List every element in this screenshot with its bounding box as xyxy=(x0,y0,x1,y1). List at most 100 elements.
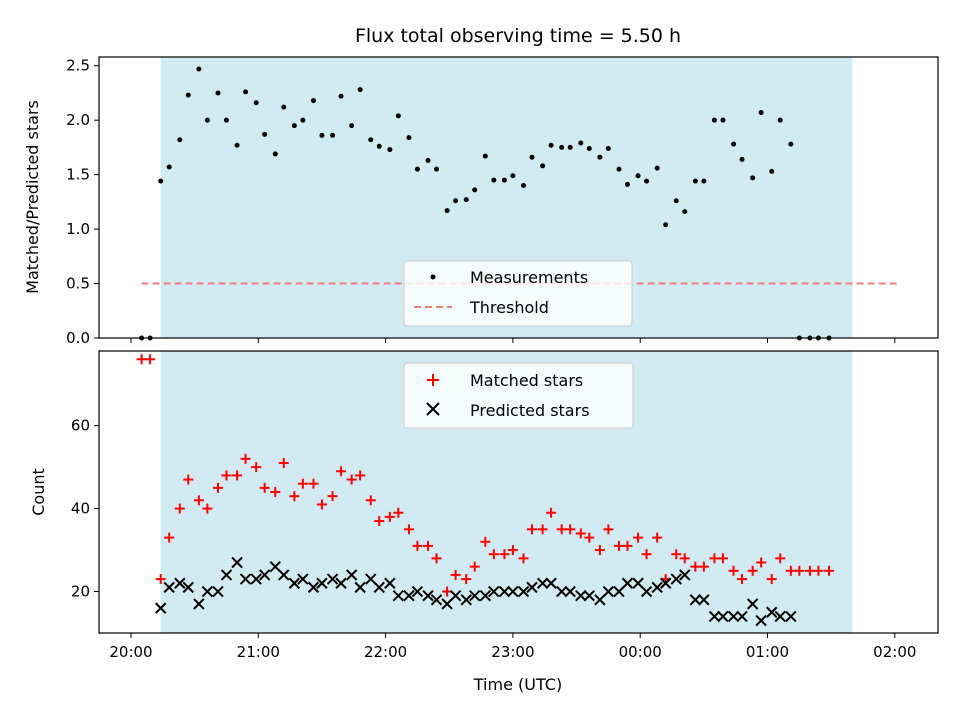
matched-stars-point xyxy=(507,545,518,556)
legend-predicted-label: Predicted stars xyxy=(470,401,590,420)
matched-stars-point xyxy=(737,574,748,585)
predicted-stars-point xyxy=(785,610,797,623)
measurement-point xyxy=(281,104,287,110)
measurement-point xyxy=(406,135,412,141)
predicted-stars-point xyxy=(193,598,205,610)
measurement-point xyxy=(463,197,469,203)
matched-stars-point xyxy=(785,565,796,576)
measurement-point xyxy=(196,66,202,72)
matched-stars-point xyxy=(679,553,690,564)
x-tick-label: 21:00 xyxy=(237,643,280,661)
matched-stars-point xyxy=(316,499,327,510)
matched-stars-point xyxy=(183,474,194,485)
matched-stars-point xyxy=(336,466,347,477)
measurement-point xyxy=(262,131,268,137)
matched-stars-point xyxy=(232,470,243,481)
measurement-point xyxy=(444,208,450,214)
predicted-stars-point xyxy=(384,577,396,589)
predicted-stars-point xyxy=(583,589,595,602)
measurement-point xyxy=(234,142,240,148)
matched-stars-point xyxy=(813,565,824,576)
measurement-point xyxy=(300,117,306,123)
matched-stars-point xyxy=(289,491,300,502)
matched-stars-point xyxy=(603,524,614,535)
matched-stars-point xyxy=(461,574,472,585)
predicted-stars-point xyxy=(488,585,500,598)
matched-stars-point xyxy=(480,536,491,547)
predicted-stars-point xyxy=(632,577,644,589)
matched-stars-point xyxy=(717,553,728,564)
measurement-point xyxy=(758,110,764,116)
matched-stars-point xyxy=(393,507,404,518)
matched-stars-point xyxy=(709,553,720,564)
matched-stars-point xyxy=(355,470,366,481)
predicted-stars-point xyxy=(392,589,405,602)
matched-stars-point xyxy=(575,528,586,539)
matched-stars-point xyxy=(565,524,576,535)
matched-stars-point xyxy=(537,524,548,535)
ratio-legend-box xyxy=(403,260,633,327)
predicted-stars-point xyxy=(307,581,320,594)
measurement-point xyxy=(204,117,210,123)
predicted-stars-point xyxy=(411,585,424,598)
predicted-stars-point xyxy=(212,585,224,598)
predicted-stars-point xyxy=(727,610,740,623)
measurement-point xyxy=(349,123,355,129)
predicted-stars-point xyxy=(717,610,729,623)
y-tick-label: 1.0 xyxy=(66,220,90,238)
matched-stars-point xyxy=(469,561,480,572)
predicted-stars-point xyxy=(746,598,759,610)
matched-stars-point xyxy=(327,491,338,502)
measurement-point xyxy=(692,178,698,184)
matched-stars-point xyxy=(270,487,281,497)
predicted-stars-point xyxy=(555,585,568,598)
x-tick-label: 20:00 xyxy=(109,643,152,661)
matched-stars-point xyxy=(374,516,385,527)
chart-title: Flux total observing time = 5.50 h xyxy=(355,25,681,47)
measurement-point xyxy=(472,187,478,193)
predicted-stars-point xyxy=(698,594,710,606)
panel-frame xyxy=(98,350,939,634)
legend-matched-marker xyxy=(427,374,439,386)
x-tick-label: 22:00 xyxy=(364,643,407,661)
measurement-point xyxy=(788,141,794,147)
predicted-stars-point xyxy=(507,585,519,598)
matched-stars-point xyxy=(546,507,557,518)
predicted-stars-point xyxy=(594,594,606,606)
predicted-stars-point xyxy=(670,573,682,585)
x-tick-label: 02:00 xyxy=(873,643,916,661)
predicted-stars-point xyxy=(220,569,233,581)
measurement-point xyxy=(223,117,229,123)
measurement-point xyxy=(414,166,420,172)
matched-stars-point xyxy=(698,561,709,572)
measurement-point xyxy=(357,87,363,93)
matched-stars-point xyxy=(526,524,537,535)
measurement-point xyxy=(663,222,669,228)
measurement-point xyxy=(616,166,622,172)
legend-threshold-label: Threshold xyxy=(469,298,549,317)
matched-stars-point xyxy=(423,540,434,551)
matched-stars-point xyxy=(297,478,308,489)
predicted-stars-point xyxy=(526,581,538,594)
matched-stars-point xyxy=(202,503,213,514)
predicted-stars-point xyxy=(602,585,615,598)
predicted-stars-point xyxy=(182,581,194,594)
predicted-stars-point xyxy=(335,577,347,589)
predicted-stars-point xyxy=(373,581,385,594)
panel-frame xyxy=(98,56,939,339)
matched-stars-point xyxy=(756,557,767,568)
matched-stars-point xyxy=(556,524,567,535)
matched-stars-point xyxy=(633,532,644,543)
matched-stars-point xyxy=(690,561,701,572)
matched-stars-point xyxy=(221,470,232,481)
matched-stars-point xyxy=(145,354,156,365)
matched-stars-point xyxy=(488,549,499,560)
measurement-point xyxy=(777,117,783,123)
predicted-stars-point xyxy=(755,614,767,627)
matched-stars-point xyxy=(174,503,185,514)
ratio-legend: Measurements Threshold xyxy=(403,260,633,327)
measurement-point xyxy=(654,165,660,171)
matched-stars-point xyxy=(278,457,289,468)
measurement-point xyxy=(750,175,756,181)
legend-measurements-label: Measurements xyxy=(470,268,588,287)
